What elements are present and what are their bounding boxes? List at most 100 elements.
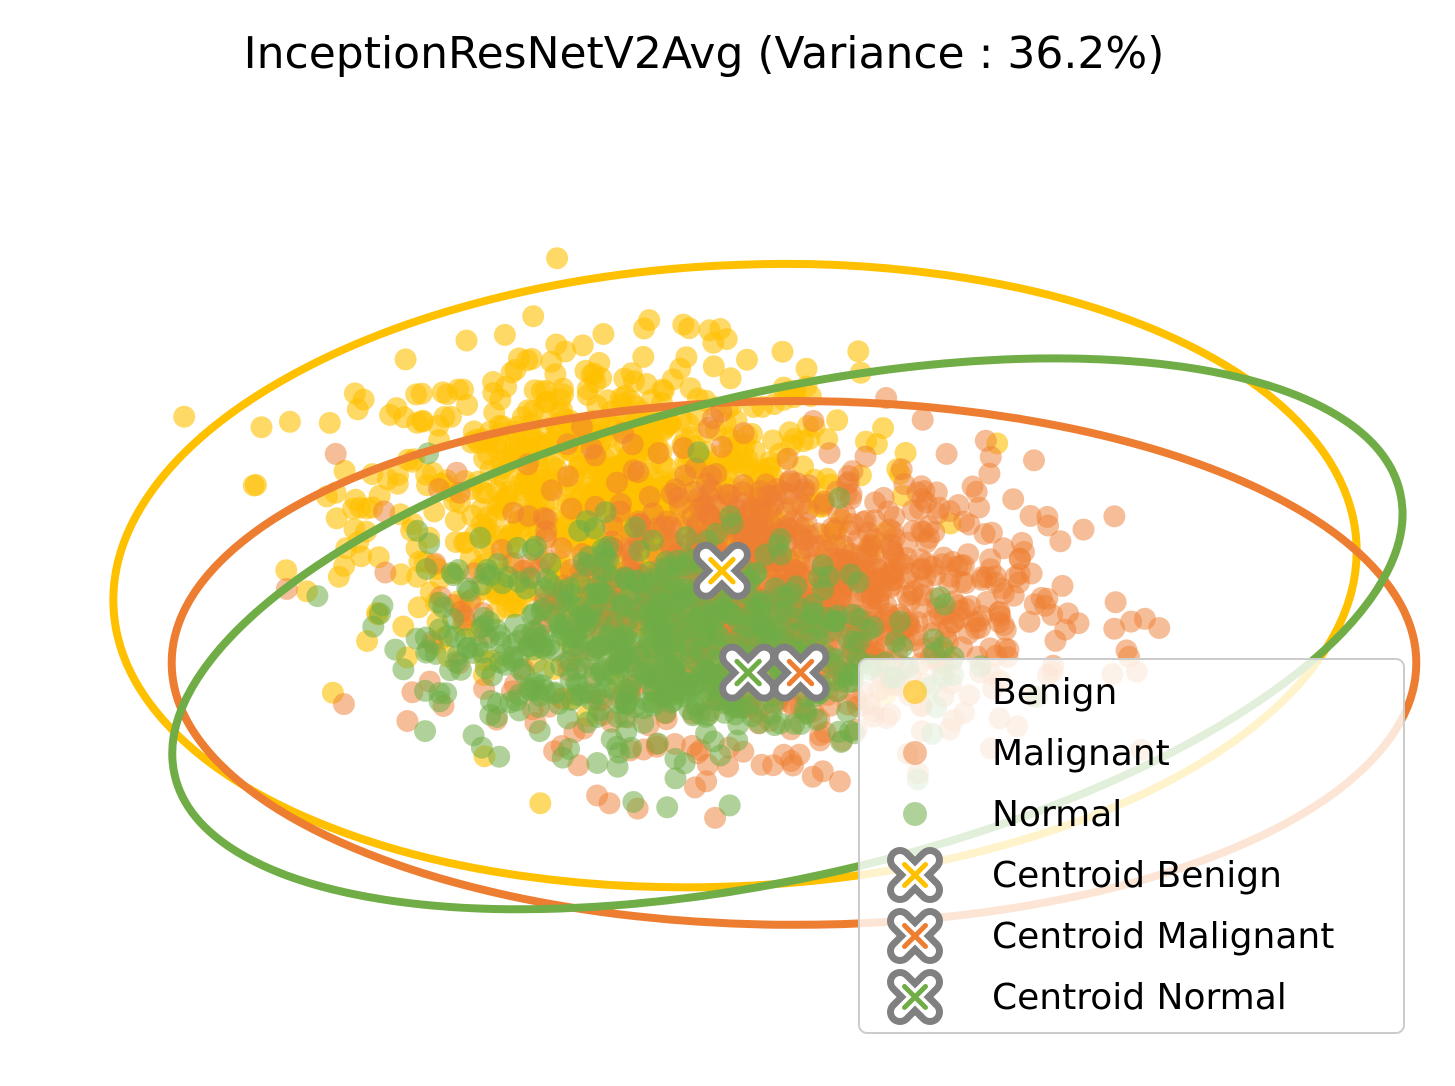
point-normal	[929, 586, 952, 609]
point-malignant	[755, 473, 777, 496]
point-normal	[418, 532, 441, 555]
point-normal	[583, 517, 606, 540]
point-benign	[343, 382, 366, 405]
centroid-centroid-benign	[692, 541, 751, 600]
point-normal	[624, 569, 647, 592]
point-normal	[614, 631, 637, 654]
point-malignant	[967, 610, 990, 633]
point-malignant	[898, 562, 921, 585]
point-normal	[730, 697, 753, 720]
point-normal	[590, 658, 613, 681]
point-benign	[638, 309, 661, 332]
point-normal	[306, 585, 329, 608]
point-malignant	[396, 710, 419, 732]
legend-marker-benign	[903, 680, 927, 704]
point-normal	[802, 601, 825, 624]
point-normal	[889, 610, 911, 633]
point-normal	[760, 703, 782, 725]
point-normal	[558, 737, 581, 760]
point-malignant	[627, 461, 650, 484]
point-malignant	[557, 465, 579, 488]
legend-marker-centroid-normal	[887, 969, 943, 1025]
point-normal	[842, 603, 865, 626]
legend-label-centroid-malignant: Centroid Malignant	[992, 916, 1334, 957]
point-normal	[674, 554, 697, 577]
point-normal	[501, 633, 524, 656]
point-malignant	[580, 437, 603, 460]
point-normal	[592, 605, 614, 628]
point-normal	[568, 571, 591, 594]
legend-marker-centroid-malignant	[887, 908, 943, 964]
point-benign	[520, 430, 542, 453]
point-malignant	[915, 552, 938, 575]
point-normal	[457, 636, 479, 659]
legend: Benign Malignant Normal Centroid Benign Cent…	[858, 658, 1405, 1034]
point-malignant	[1002, 488, 1025, 511]
point-normal	[641, 529, 664, 552]
point-malignant	[785, 560, 807, 582]
point-benign	[250, 416, 273, 439]
point-benign	[669, 357, 692, 380]
point-normal	[656, 796, 679, 819]
point-normal	[620, 736, 643, 759]
point-normal	[828, 487, 851, 509]
point-normal	[796, 702, 818, 725]
point-benign	[407, 596, 430, 619]
point-malignant	[1051, 574, 1074, 597]
point-normal	[469, 526, 492, 549]
point-benign	[444, 509, 467, 532]
point-malignant	[692, 495, 715, 518]
point-normal	[655, 556, 678, 578]
point-normal	[555, 590, 578, 613]
point-malignant	[1049, 530, 1072, 553]
point-normal	[600, 728, 623, 751]
point-benign	[173, 405, 196, 428]
point-normal	[688, 596, 711, 619]
point-malignant	[988, 601, 1011, 624]
point-malignant	[697, 416, 720, 439]
point-malignant	[994, 637, 1017, 660]
point-normal	[721, 512, 744, 535]
point-normal	[532, 659, 555, 682]
point-malignant	[828, 770, 851, 793]
point-benign	[427, 414, 450, 437]
point-malignant	[978, 462, 1001, 485]
point-malignant	[550, 537, 573, 560]
point-normal	[499, 691, 522, 714]
point-normal	[540, 573, 563, 596]
point-normal	[428, 591, 451, 614]
point-normal	[447, 559, 470, 581]
point-normal	[784, 622, 807, 645]
point-normal	[624, 516, 647, 539]
point-malignant	[863, 528, 886, 551]
point-malignant	[668, 494, 691, 517]
legend-label-centroid-normal: Centroid Normal	[992, 977, 1287, 1018]
point-malignant	[560, 497, 583, 520]
point-malignant	[869, 567, 892, 590]
point-malignant	[947, 494, 970, 516]
point-malignant	[931, 553, 954, 576]
point-malignant	[970, 566, 993, 589]
point-malignant	[1133, 607, 1156, 630]
point-normal	[476, 558, 499, 581]
point-malignant	[883, 506, 906, 528]
ellipse-malignant	[167, 397, 1421, 929]
point-normal	[586, 752, 609, 774]
point-benign	[327, 565, 350, 588]
point-benign	[455, 329, 478, 352]
point-benign	[318, 411, 341, 434]
point-normal	[591, 561, 614, 584]
centroid-centroid-malignant	[771, 643, 830, 702]
legend-marker-centroid-benign	[887, 847, 943, 903]
point-benign	[495, 375, 518, 398]
point-malignant	[1023, 449, 1045, 472]
point-benign	[795, 357, 818, 380]
point-benign	[275, 559, 298, 582]
point-malignant	[1019, 504, 1042, 527]
point-benign	[592, 323, 615, 345]
point-normal	[727, 611, 750, 634]
point-malignant	[445, 461, 468, 484]
point-malignant	[704, 806, 727, 829]
centroid-markers	[692, 541, 830, 702]
point-malignant	[732, 422, 755, 445]
